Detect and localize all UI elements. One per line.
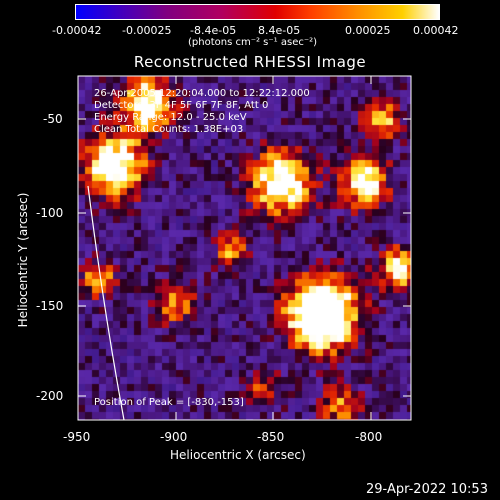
- x-tick: -850: [257, 430, 285, 444]
- y-tick: -100: [36, 206, 64, 220]
- colorbar-tick: 8.4e-05: [258, 24, 301, 37]
- limb-curve: [87, 185, 125, 420]
- colorbar-units: (photons cm⁻² s⁻¹ asec⁻²): [188, 37, 318, 48]
- colorbar-tick: 0.00025: [345, 24, 391, 37]
- x-axis-label: Heliocentric X (arcsec): [170, 448, 306, 462]
- annotation-clean: Clean Total Counts: 1.38E+03: [94, 124, 244, 135]
- y-axis-label: Heliocentric Y (arcsec): [16, 192, 30, 328]
- annotation-peak: Position of Peak = [-830,-153]: [94, 397, 244, 408]
- y-tick: -150: [36, 299, 64, 313]
- colorbar-tick: -8.4e-05: [190, 24, 237, 37]
- plot-title: Reconstructed RHESSI Image: [133, 53, 367, 71]
- colorbar: [75, 4, 440, 20]
- y-tick: -200: [36, 389, 64, 403]
- heatmap-image: [78, 76, 411, 420]
- annotation-detectors: Detectors: 3F 4F 5F 6F 7F 8F, Att 0: [94, 100, 269, 111]
- colorbar-tick: -0.00042: [52, 24, 102, 37]
- x-tick: -950: [63, 430, 91, 444]
- x-tick: -900: [160, 430, 188, 444]
- colorbar-tick: 0.00042: [413, 24, 459, 37]
- x-tick: -800: [355, 430, 383, 444]
- footer-timestamp: 29-Apr-2022 10:53: [366, 482, 488, 497]
- annotation-energy: Energy Range: 12.0 - 25.0 keV: [94, 112, 247, 123]
- annotation-time: 26-Apr-2005 12:20:04.000 to 12:22:12.000: [94, 88, 310, 99]
- heatmap-canvas: [78, 76, 411, 420]
- colorbar-tick: -0.00025: [122, 24, 172, 37]
- y-tick: -50: [43, 112, 63, 126]
